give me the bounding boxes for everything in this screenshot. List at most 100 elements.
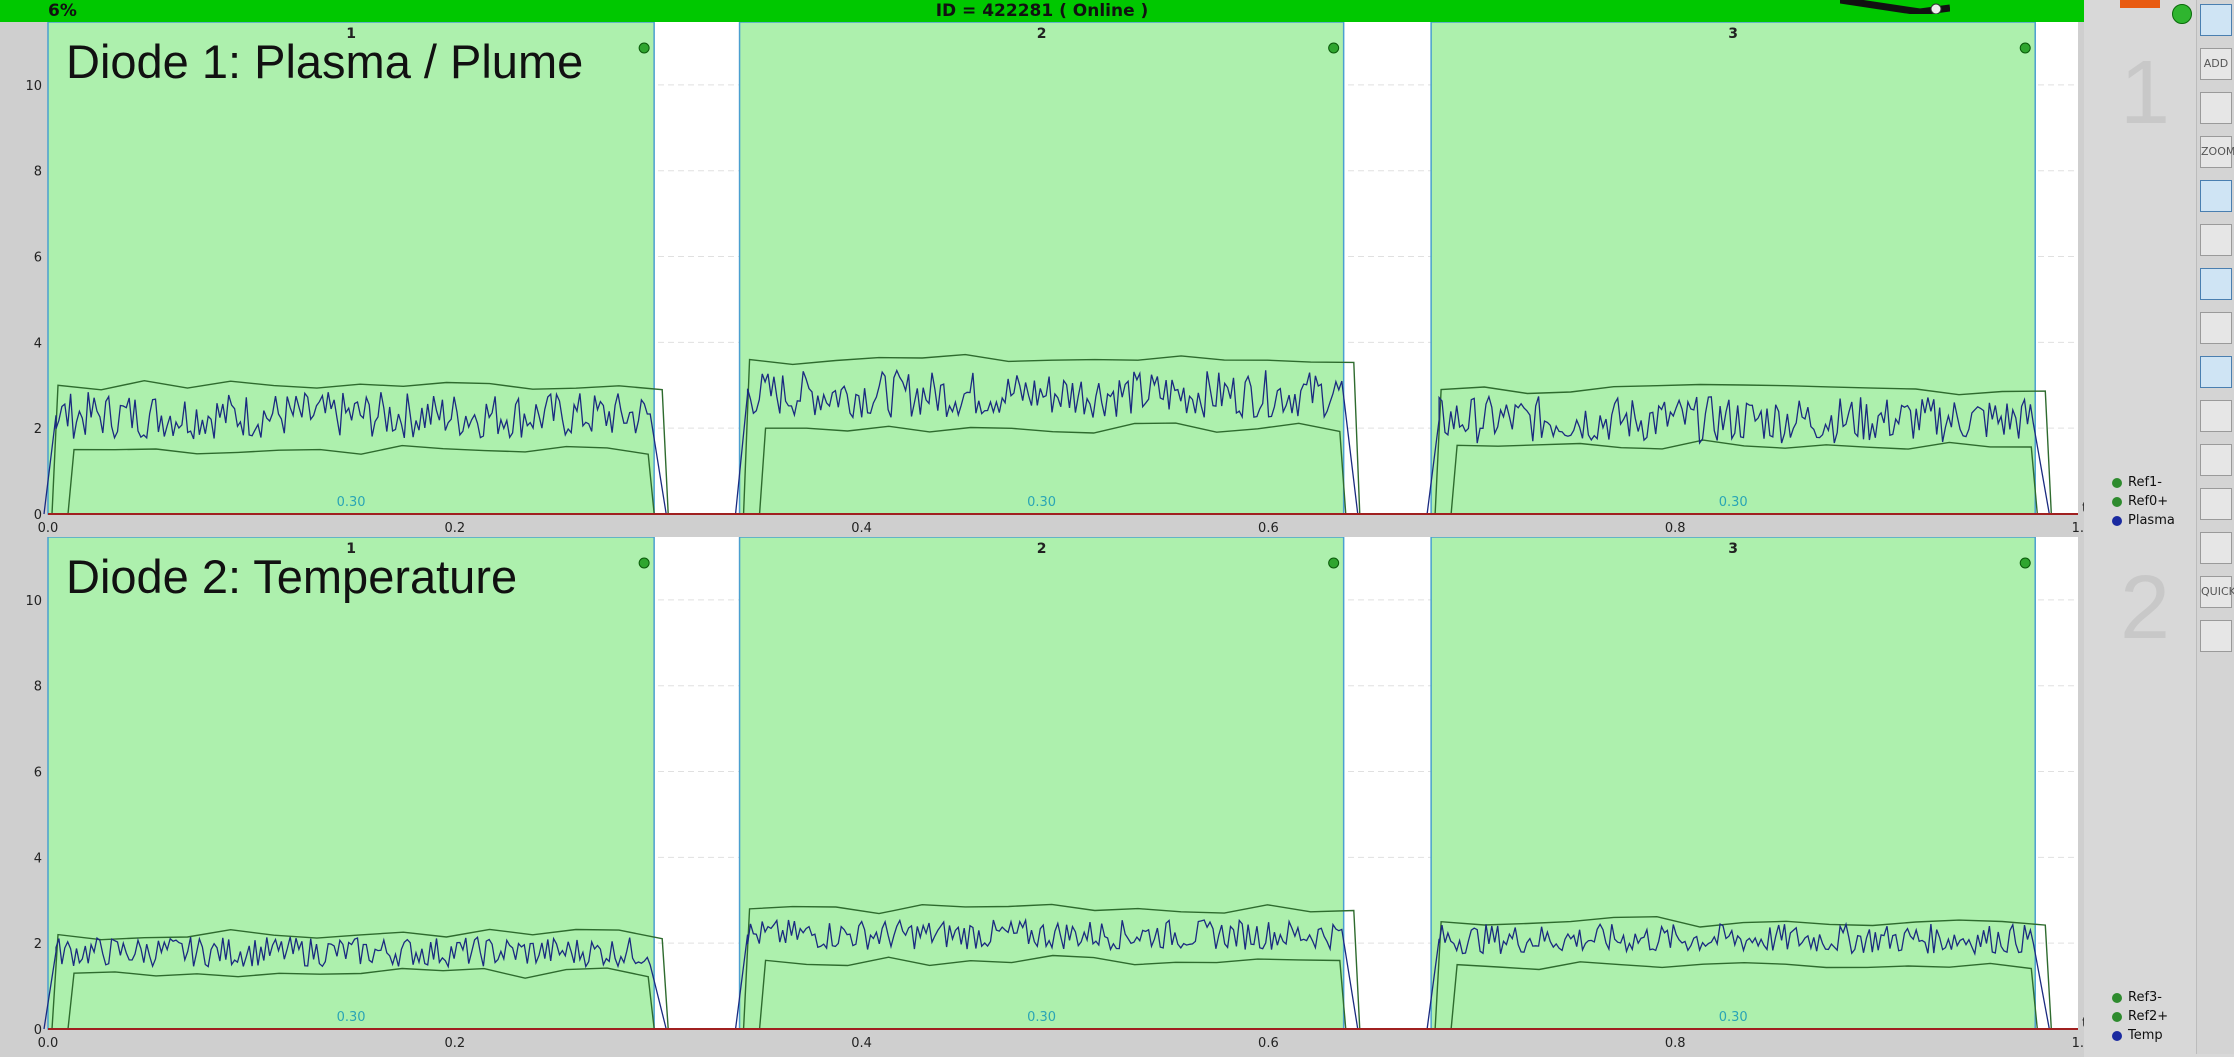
window-status-dot [2019, 42, 2031, 54]
x-tick-label: 0.2 [444, 521, 465, 536]
legend-item: Ref0+ [2112, 492, 2175, 511]
y-tick-label: 10 [25, 594, 42, 609]
window-value-label: 0.30 [337, 1010, 366, 1025]
y-tick-label: 10 [25, 79, 42, 94]
chart-title-2: Diode 2: Temperature [66, 550, 518, 603]
legend-label: Ref1- [2128, 475, 2162, 490]
series-ref2 [51, 928, 669, 1030]
x-tick-label: 0.0 [38, 1036, 59, 1051]
y-tick-label: 2 [34, 422, 42, 437]
window-status-dot [2019, 557, 2031, 569]
window-label: 1 [346, 541, 356, 557]
y-tick-label: 0 [34, 1023, 42, 1038]
evaluation-window [738, 22, 1345, 515]
evaluation-window [1430, 22, 2036, 515]
window-value-label: 0.30 [1027, 1010, 1056, 1025]
series-ref3 [1450, 961, 2039, 1030]
evaluation-window [738, 537, 1345, 1030]
progress-percent: 6% [48, 1, 77, 21]
series-ref2 [742, 903, 1361, 1030]
x-axis-label: t[s] [2082, 501, 2084, 516]
series-temp [43, 936, 667, 1030]
x-tick-label: 0.4 [851, 1036, 872, 1051]
evaluation-window [47, 537, 655, 1030]
legend-1: Ref1- Ref0+ Plasma [2112, 473, 2175, 530]
chart-title-1: Diode 1: Plasma / Plume [66, 35, 584, 88]
window-label: 3 [1728, 26, 1738, 42]
device-image [2120, 0, 2160, 8]
window-label: 1 [346, 26, 356, 42]
series-ref2 [1434, 915, 2053, 1030]
export-icon[interactable] [2200, 620, 2232, 652]
y-tick-label: 4 [34, 336, 42, 351]
grid-icon[interactable] [2200, 268, 2232, 300]
series-ref1 [758, 422, 1347, 515]
add-label: ADD [2203, 57, 2229, 70]
zoom-icon[interactable]: ZOOM [2200, 136, 2234, 168]
cross-icon-2[interactable] [2200, 532, 2232, 564]
chart-panel-2: 0 2 4 6 8 10 1 0.30 2 0.30 3 0.30 0.0 0.2 0.4 0.6 0.8 1.0… [0, 537, 2170, 1057]
series-temp [734, 917, 1359, 1030]
x-tick-label: 1.0 [2072, 521, 2084, 536]
y-tick-label: 4 [34, 851, 42, 866]
legend-item: Ref2+ [2112, 1007, 2168, 1026]
print-icon[interactable] [2200, 224, 2232, 256]
legend-item: Ref1- [2112, 473, 2175, 492]
right-toolbar: ADD ZOOM QUICK [2196, 0, 2234, 1054]
series-temp [1426, 921, 2050, 1030]
legend-label: Temp [2128, 1028, 2163, 1043]
x-tick-label: 0.6 [1258, 1036, 1279, 1051]
lock-icon[interactable] [2200, 444, 2232, 476]
x-tick-label: 0.4 [851, 521, 872, 536]
zoom-label: ZOOM [2201, 145, 2234, 158]
window-status-dot [638, 557, 650, 569]
x-tick-label: 0.2 [444, 1036, 465, 1051]
legend-label: Plasma [2128, 513, 2175, 528]
y-tick-label: 6 [34, 251, 42, 266]
flag-icon[interactable] [2200, 400, 2232, 432]
panel-number-2: 2 [2120, 558, 2171, 658]
legend-2: Ref3- Ref2+ Temp [2112, 988, 2168, 1045]
cross-icon[interactable] [2200, 312, 2232, 344]
x-tick-label: 0.8 [1665, 1036, 1686, 1051]
layout-icon[interactable] [2200, 92, 2232, 124]
chart-svg-1: 0 2 4 6 8 10 1 0.30 2 0.30 3 0.30 0.0 0.2 0.4 0.6 0.8 1.0… [25, 22, 2084, 536]
window-value-label: 0.30 [1719, 1010, 1748, 1025]
series-ref1 [1450, 439, 2039, 515]
legend-label: Ref2+ [2128, 1009, 2169, 1024]
y-tick-label: 8 [34, 680, 42, 695]
legend-item: Temp [2112, 1026, 2168, 1045]
panel-icon[interactable] [2200, 4, 2232, 36]
evaluation-window [1430, 537, 2036, 1030]
window-label: 2 [1037, 541, 1047, 557]
quick-icon[interactable]: QUICK [2200, 576, 2234, 608]
legend-label: Ref0+ [2128, 494, 2169, 509]
window-value-label: 0.30 [1719, 495, 1748, 510]
signal-icon[interactable] [2200, 180, 2232, 212]
x-tick-label: 0.6 [1258, 521, 1279, 536]
x-tick-label: 1.0 [2072, 1036, 2084, 1051]
legend-item: Plasma [2112, 511, 2175, 530]
window-value-label: 0.30 [1027, 495, 1056, 510]
y-tick-label: 0 [34, 508, 42, 523]
window-status-dot [638, 42, 650, 54]
status-bar: 6% ID = 422281 ( Online ) [0, 0, 2084, 22]
x-tick-label: 0.8 [1665, 521, 1686, 536]
curve-icon[interactable] [2200, 356, 2232, 388]
window-label: 3 [1728, 541, 1738, 557]
window-status-dot [1328, 557, 1340, 569]
series-ref0 [51, 379, 669, 515]
window-label: 2 [1037, 26, 1047, 42]
connection-id: ID = 422281 ( Online ) [935, 1, 1149, 21]
series-ref0 [742, 353, 1361, 515]
tree-icon[interactable] [2200, 488, 2232, 520]
y-tick-label: 6 [34, 766, 42, 781]
legend-item: Ref3- [2112, 988, 2168, 1007]
sensor-cable-image [1840, 0, 1950, 14]
x-axis-label: t[s] [2082, 1016, 2084, 1031]
quick-label: QUICK [2201, 585, 2234, 598]
add-icon[interactable]: ADD [2200, 48, 2232, 80]
window-status-dot [1328, 42, 1340, 54]
chart-svg-2: 0 2 4 6 8 10 1 0.30 2 0.30 3 0.30 0.0 0.2 0.4 0.6 0.8 1.0… [25, 537, 2084, 1051]
series-plasma [43, 391, 667, 515]
